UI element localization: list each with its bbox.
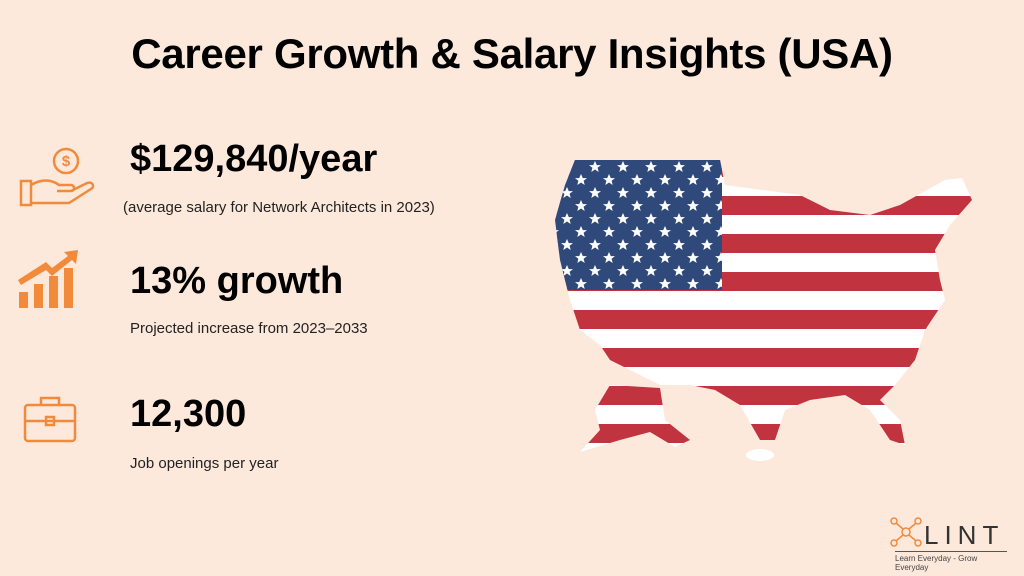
stat-description: Projected increase from 2023–2033: [130, 320, 368, 337]
logo-name: LINT: [924, 520, 1005, 550]
briefcase-icon: [23, 396, 77, 443]
logo-tagline: Learn Everyday - Grow Everyday: [895, 551, 1007, 572]
usa-flag-map: [555, 160, 972, 461]
stat-value: 13% growth: [130, 260, 344, 302]
salary-icon: $: [19, 147, 95, 207]
stat-description: Job openings per year: [130, 455, 279, 472]
slide-title: Career Growth & Salary Insights (USA): [131, 30, 893, 77]
stat-description: (average salary for Network Architects i…: [123, 199, 435, 216]
logo-icon: [890, 517, 922, 547]
stat-value: $129,840/year: [130, 138, 378, 180]
stat-value: 12,300: [130, 393, 247, 435]
growth-icon: [18, 250, 78, 308]
svg-text:$: $: [62, 153, 71, 170]
